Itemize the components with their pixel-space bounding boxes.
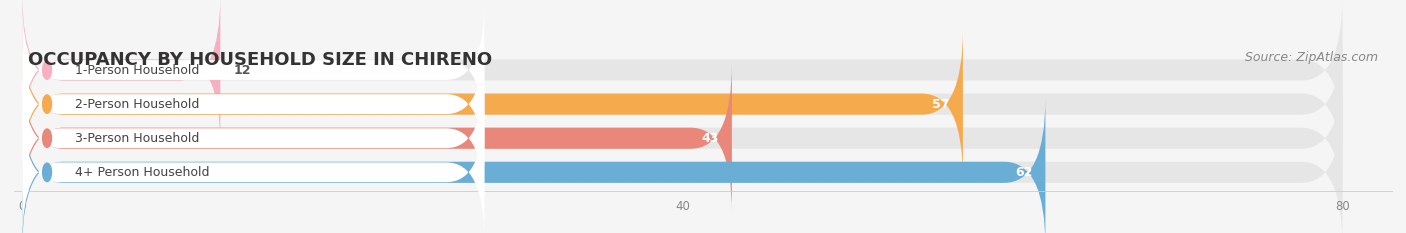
FancyBboxPatch shape <box>22 64 1343 213</box>
Circle shape <box>42 163 52 182</box>
FancyBboxPatch shape <box>22 0 1343 145</box>
FancyBboxPatch shape <box>22 64 733 213</box>
FancyBboxPatch shape <box>22 0 221 145</box>
Text: 1-Person Household: 1-Person Household <box>75 64 200 76</box>
FancyBboxPatch shape <box>22 98 1046 233</box>
Text: 12: 12 <box>233 64 252 76</box>
FancyBboxPatch shape <box>22 98 1343 233</box>
Text: 62: 62 <box>1015 166 1032 179</box>
FancyBboxPatch shape <box>22 70 484 207</box>
Text: OCCUPANCY BY HOUSEHOLD SIZE IN CHIRENO: OCCUPANCY BY HOUSEHOLD SIZE IN CHIRENO <box>28 51 492 69</box>
FancyBboxPatch shape <box>22 29 963 179</box>
Text: Source: ZipAtlas.com: Source: ZipAtlas.com <box>1246 51 1378 64</box>
Text: 4+ Person Household: 4+ Person Household <box>75 166 209 179</box>
Text: 43: 43 <box>702 132 718 145</box>
FancyBboxPatch shape <box>22 36 484 173</box>
FancyBboxPatch shape <box>22 29 1343 179</box>
FancyBboxPatch shape <box>22 1 484 139</box>
Text: 57: 57 <box>932 98 949 111</box>
Circle shape <box>42 61 52 79</box>
Circle shape <box>42 95 52 113</box>
Text: 2-Person Household: 2-Person Household <box>75 98 200 111</box>
FancyBboxPatch shape <box>22 104 484 233</box>
Text: 3-Person Household: 3-Person Household <box>75 132 200 145</box>
Circle shape <box>42 129 52 147</box>
